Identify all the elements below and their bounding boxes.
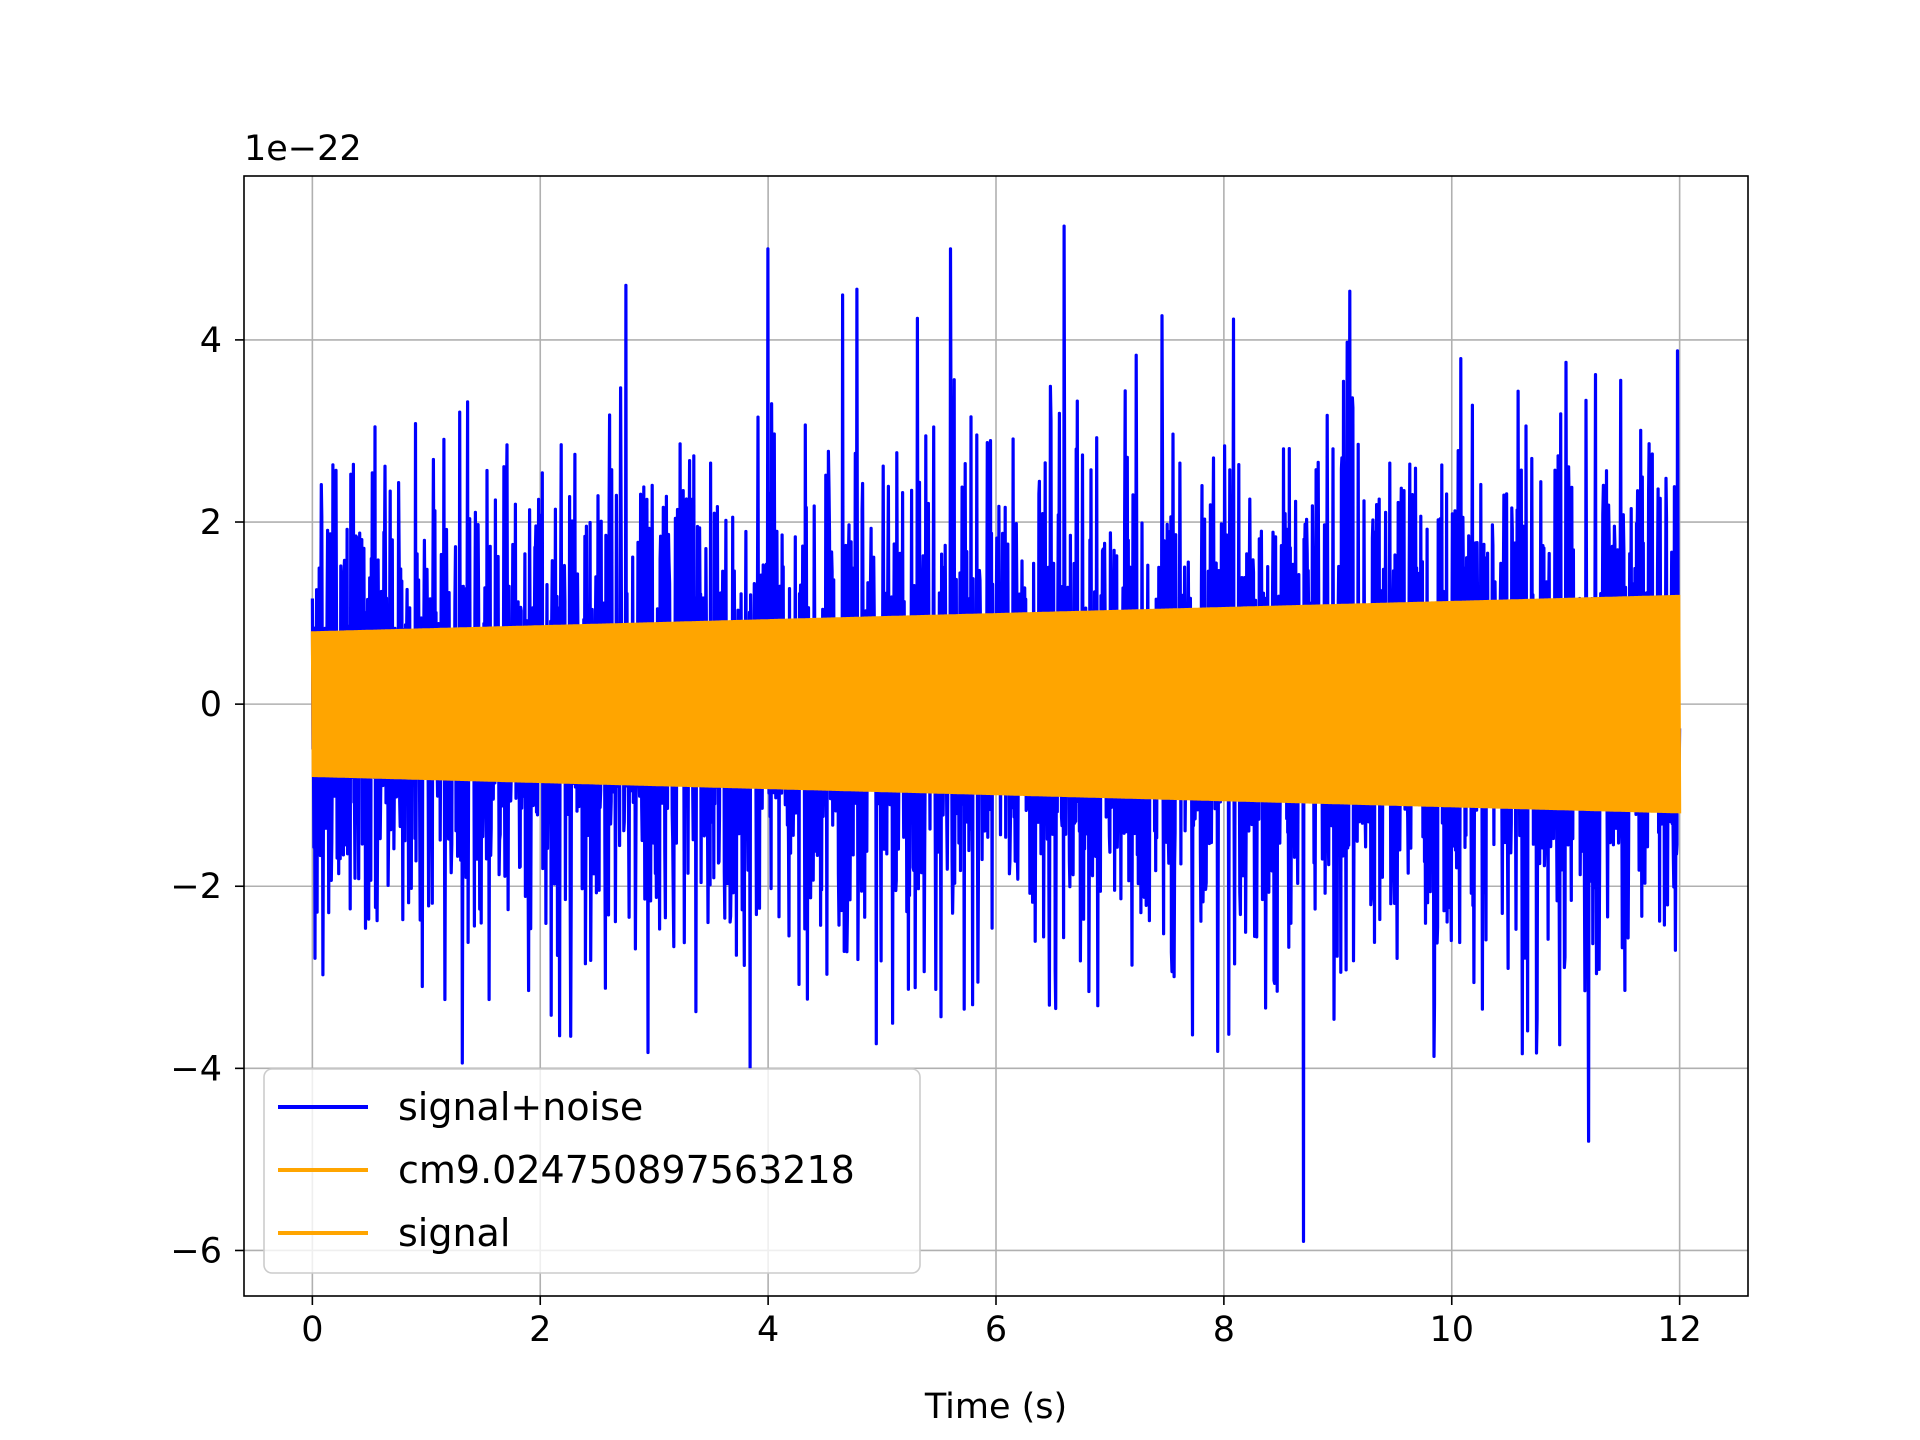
x-tick-label: 4 bbox=[757, 1310, 779, 1350]
legend-label-signal: signal bbox=[398, 1211, 510, 1255]
x-tick-label: 12 bbox=[1657, 1310, 1702, 1350]
x-tick-label: 8 bbox=[1213, 1310, 1235, 1350]
x-tick-label: 6 bbox=[985, 1310, 1007, 1350]
legend-label-cm: cm9.024750897563218 bbox=[398, 1148, 855, 1192]
series-signal-line bbox=[310, 594, 1682, 814]
y-offset-text: 1e−22 bbox=[244, 129, 362, 169]
y-tick-label: 0 bbox=[200, 685, 222, 725]
x-tick-label: 0 bbox=[301, 1310, 323, 1350]
x-tick-label: 10 bbox=[1429, 1310, 1474, 1350]
x-tick-label: 2 bbox=[529, 1310, 551, 1350]
series-layer bbox=[310, 224, 1682, 1243]
x-axis-title: Time (s) bbox=[924, 1387, 1067, 1427]
legend-box bbox=[263, 1068, 921, 1274]
y-tick-label: −4 bbox=[170, 1049, 222, 1089]
legend: signal+noise cm9.024750897563218 signal bbox=[263, 1068, 921, 1274]
y-tick-label: −6 bbox=[170, 1231, 222, 1271]
y-tick-label: −2 bbox=[170, 867, 222, 907]
y-tick-label: 4 bbox=[200, 321, 222, 361]
y-tick-label: 2 bbox=[200, 503, 222, 543]
legend-label-signal-noise: signal+noise bbox=[398, 1085, 643, 1129]
ticks: 0 2 4 6 8 10 12 −6 −4 −2 0 2 4 bbox=[170, 321, 1702, 1350]
